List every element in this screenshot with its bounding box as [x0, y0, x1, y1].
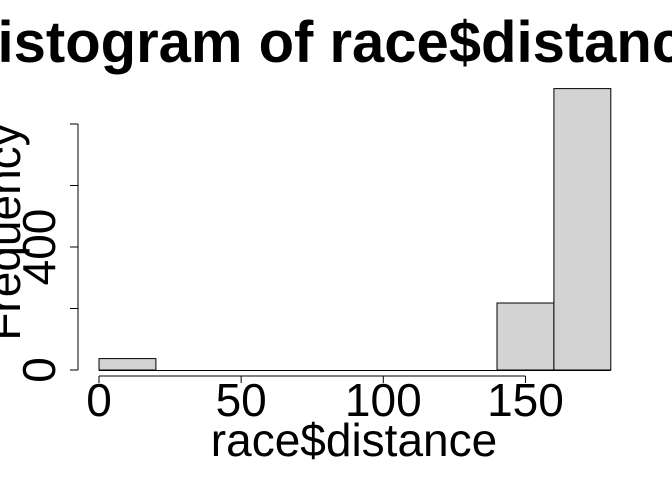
x-tick-label-0: 0: [86, 374, 112, 426]
histogram-bar-7: [496, 302, 555, 371]
chart-title: Histogram of race$distance: [0, 10, 672, 75]
x-tick-label-1: 50: [216, 374, 267, 426]
x-axis: 0 50 100 150: [86, 374, 564, 426]
histogram-bar-0: [98, 358, 157, 371]
y-tick-label-2: 400: [13, 209, 65, 286]
histogram-bar-8: [553, 88, 612, 371]
x-tick-label-2: 100: [345, 374, 422, 426]
y-axis: 0 400: [13, 123, 79, 383]
y-axis-label: Frequency: [0, 123, 30, 340]
x-tick-label-3: 150: [487, 374, 564, 426]
x-axis-label: race$distance: [211, 414, 497, 466]
bars-group: [98, 88, 612, 371]
y-tick-label-0: 0: [13, 357, 65, 383]
